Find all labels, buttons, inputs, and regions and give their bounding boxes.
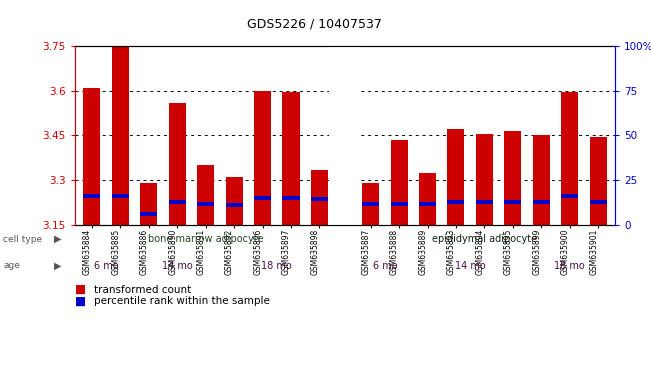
Bar bbox=[391, 140, 408, 225]
Text: 14 mo: 14 mo bbox=[455, 260, 486, 271]
Text: ■: ■ bbox=[75, 295, 86, 308]
Bar bbox=[329, 46, 361, 225]
Bar bbox=[447, 200, 464, 204]
Bar bbox=[476, 200, 493, 204]
Text: epididymal adipocyte: epididymal adipocyte bbox=[432, 234, 537, 244]
Text: 18 mo: 18 mo bbox=[262, 260, 292, 271]
Text: percentile rank within the sample: percentile rank within the sample bbox=[94, 296, 270, 306]
Bar bbox=[112, 46, 129, 225]
Bar bbox=[561, 92, 578, 225]
Bar bbox=[419, 172, 436, 225]
Bar bbox=[112, 194, 129, 198]
Bar bbox=[447, 129, 464, 225]
Bar bbox=[505, 131, 521, 225]
Bar bbox=[311, 170, 328, 225]
Bar bbox=[311, 197, 328, 201]
Text: 18 mo: 18 mo bbox=[554, 260, 585, 271]
Bar bbox=[226, 177, 243, 225]
Bar bbox=[362, 183, 379, 225]
Bar bbox=[254, 196, 271, 200]
Bar bbox=[590, 200, 607, 204]
Bar bbox=[140, 183, 158, 225]
Bar bbox=[533, 200, 550, 204]
Bar bbox=[197, 202, 214, 206]
Text: ▶: ▶ bbox=[54, 234, 62, 244]
Bar bbox=[140, 212, 158, 216]
Bar bbox=[169, 200, 186, 204]
Text: ■: ■ bbox=[75, 283, 86, 296]
Bar bbox=[283, 92, 299, 225]
Bar bbox=[590, 137, 607, 225]
Bar bbox=[283, 196, 299, 200]
Text: GDS5226 / 10407537: GDS5226 / 10407537 bbox=[247, 17, 382, 30]
Bar bbox=[533, 135, 550, 225]
Text: 6 mo: 6 mo bbox=[372, 260, 397, 271]
Bar bbox=[226, 204, 243, 207]
Text: ▶: ▶ bbox=[54, 260, 62, 271]
Text: transformed count: transformed count bbox=[94, 285, 191, 295]
Text: 14 mo: 14 mo bbox=[162, 260, 193, 271]
Bar bbox=[391, 202, 408, 206]
Bar bbox=[505, 200, 521, 204]
Bar bbox=[476, 134, 493, 225]
Text: age: age bbox=[3, 261, 20, 270]
Bar bbox=[169, 103, 186, 225]
Bar bbox=[419, 202, 436, 206]
Text: bone marrow adipocyte: bone marrow adipocyte bbox=[148, 234, 264, 244]
Text: cell type: cell type bbox=[3, 235, 42, 243]
Bar bbox=[362, 202, 379, 206]
Text: 6 mo: 6 mo bbox=[94, 260, 118, 271]
Bar bbox=[197, 165, 214, 225]
Bar bbox=[83, 194, 100, 198]
Bar bbox=[83, 88, 100, 225]
Bar bbox=[254, 91, 271, 225]
Bar bbox=[561, 194, 578, 198]
